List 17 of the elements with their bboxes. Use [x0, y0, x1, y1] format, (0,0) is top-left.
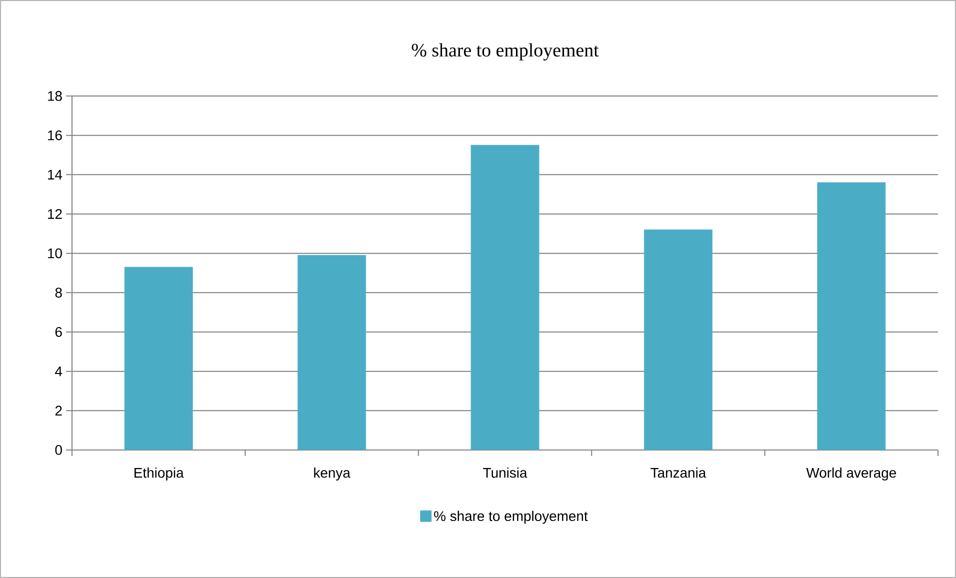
y-tick-label: 4: [55, 366, 62, 376]
y-tick-label: 10: [48, 248, 62, 258]
y-tick-label: 16: [48, 130, 62, 140]
chart-title: % share to employement: [412, 43, 599, 60]
y-tick-label: 6: [55, 327, 62, 337]
x-tick-label: Tunisia: [483, 468, 528, 478]
y-tick-label: 12: [48, 209, 62, 219]
y-tick-label: 18: [48, 91, 62, 101]
x-tick-label: Ethiopia: [134, 468, 184, 481]
y-tick-label: 2: [55, 406, 62, 416]
x-tick-label: kenya: [314, 468, 350, 481]
y-tick-label: 14: [48, 170, 62, 180]
y-tick-label: 0: [55, 445, 62, 455]
x-tick-label: World average: [806, 468, 896, 481]
legend-label: % share to employement: [434, 510, 588, 524]
y-tick-label: 8: [55, 288, 62, 298]
x-tick-label: Tanzania: [650, 468, 706, 478]
